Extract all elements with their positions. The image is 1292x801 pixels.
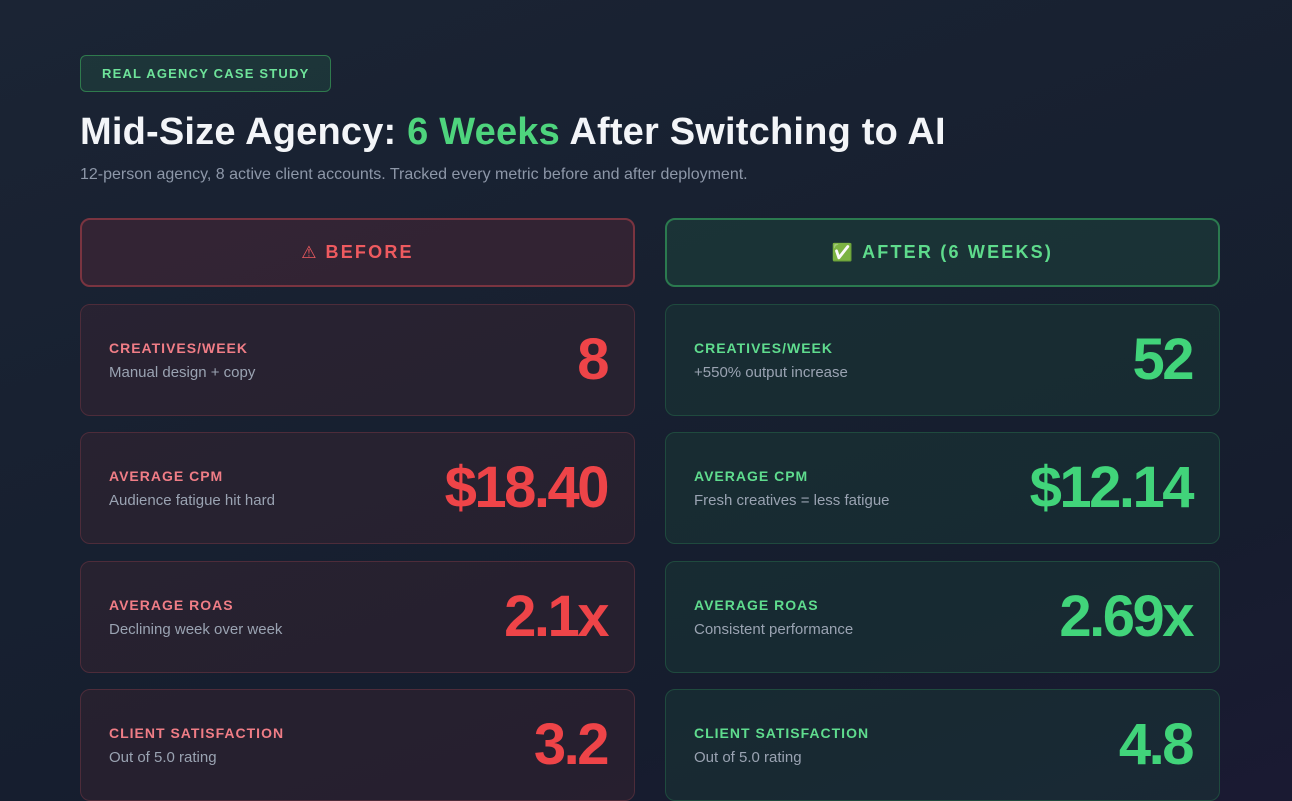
metric-label: CLIENT SATISFACTION [694, 724, 870, 741]
case-study-badge: REAL AGENCY CASE STUDY [80, 55, 332, 92]
metric-value: $18.40 [444, 455, 610, 520]
warning-icon: ⚠ [301, 242, 317, 263]
metric-description: Declining week over week [109, 620, 283, 638]
metric-description: Manual design + copy [109, 363, 256, 381]
metric-value: 2.69x [1059, 584, 1194, 649]
before-metric-satisfaction: CLIENT SATISFACTION Out of 5.0 rating 3.… [80, 689, 635, 801]
metric-label: CLIENT SATISFACTION [109, 724, 285, 741]
metric-value: 3.2 [533, 712, 610, 777]
metric-text: CREATIVES/WEEK Manual design + copy [109, 339, 255, 382]
metric-description: Fresh creatives = less fatigue [694, 491, 890, 509]
before-header-label: BEFORE [325, 242, 414, 262]
after-header-label: AFTER (6 WEEKS) [862, 242, 1054, 262]
before-header: ⚠ BEFORE [80, 218, 635, 287]
metric-label: AVERAGE CPM [109, 467, 224, 484]
metric-value: 8 [577, 327, 609, 392]
metric-text: AVERAGE ROAS Consistent performance [694, 596, 853, 639]
metric-text: AVERAGE CPM Fresh creatives = less fatig… [694, 467, 890, 510]
metric-label: AVERAGE ROAS [109, 596, 234, 613]
after-metric-satisfaction: CLIENT SATISFACTION Out of 5.0 rating 4.… [665, 689, 1220, 801]
metric-label: CREATIVES/WEEK [694, 339, 833, 356]
metric-description: +550% output increase [694, 363, 848, 381]
metric-value: 2.1x [504, 584, 609, 649]
metric-description: Out of 5.0 rating [694, 748, 802, 766]
after-metric-cpm: AVERAGE CPM Fresh creatives = less fatig… [665, 432, 1220, 544]
metric-label: AVERAGE CPM [694, 467, 809, 484]
before-metric-roas: AVERAGE ROAS Declining week over week 2.… [80, 561, 635, 673]
after-header: ✅ AFTER (6 WEEKS) [665, 218, 1220, 287]
after-column: ✅ AFTER (6 WEEKS) CREATIVES/WEEK +550% o… [665, 218, 1220, 801]
before-column: ⚠ BEFORE CREATIVES/WEEK Manual design + … [80, 218, 635, 801]
before-metric-creatives: CREATIVES/WEEK Manual design + copy 8 [80, 304, 635, 416]
metric-text: CREATIVES/WEEK +550% output increase [694, 339, 848, 382]
metric-text: CLIENT SATISFACTION Out of 5.0 rating [109, 724, 284, 767]
metric-text: AVERAGE CPM Audience fatigue hit hard [109, 467, 275, 510]
checkmark-icon: ✅ [831, 242, 854, 263]
metric-description: Out of 5.0 rating [109, 748, 217, 766]
metric-text: CLIENT SATISFACTION Out of 5.0 rating [694, 724, 869, 767]
metric-value: $12.14 [1029, 455, 1195, 520]
metric-text: AVERAGE ROAS Declining week over week [109, 596, 282, 639]
case-study-section: REAL AGENCY CASE STUDY Mid-Size Agency: … [80, 55, 1220, 801]
title-prefix: Mid-Size Agency: [80, 111, 408, 153]
before-metric-cpm: AVERAGE CPM Audience fatigue hit hard $1… [80, 432, 635, 544]
metric-value: 52 [1132, 327, 1194, 392]
after-metric-roas: AVERAGE ROAS Consistent performance 2.69… [665, 561, 1220, 673]
after-metric-creatives: CREATIVES/WEEK +550% output increase 52 [665, 304, 1220, 416]
metric-label: AVERAGE ROAS [694, 596, 819, 613]
metric-label: CREATIVES/WEEK [109, 339, 248, 356]
page-subtitle: 12-person agency, 8 active client accoun… [80, 166, 748, 183]
metric-value: 4.8 [1118, 712, 1195, 777]
metric-description: Consistent performance [694, 620, 854, 638]
title-suffix: After Switching to AI [559, 111, 946, 153]
page-title: Mid-Size Agency: 6 Weeks After Switching… [80, 110, 1220, 154]
metric-description: Audience fatigue hit hard [109, 491, 275, 509]
title-highlight: 6 Weeks [407, 111, 560, 153]
